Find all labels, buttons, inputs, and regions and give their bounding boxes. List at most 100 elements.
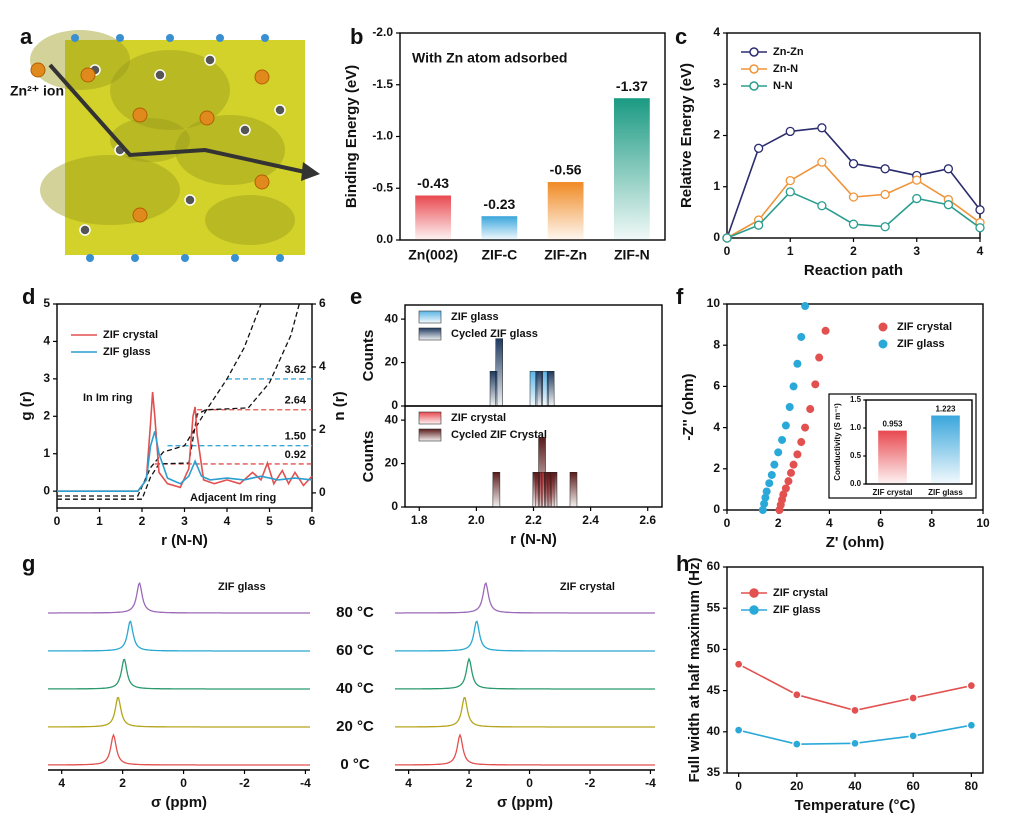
molecule bbox=[204, 54, 216, 66]
point bbox=[943, 200, 954, 210]
isosurface bbox=[175, 115, 285, 185]
y-axis-title: Full width at half maximum (Hz) bbox=[686, 557, 703, 782]
legend-swatch bbox=[418, 327, 442, 341]
point bbox=[785, 175, 795, 186]
value-label: -0.23 bbox=[483, 196, 515, 212]
point bbox=[753, 220, 764, 230]
point bbox=[733, 659, 744, 669]
point bbox=[785, 126, 795, 137]
y-tick-label: 40 bbox=[385, 412, 399, 426]
point bbox=[789, 382, 798, 391]
y-tick-label: 0 bbox=[319, 485, 326, 499]
legend-marker bbox=[749, 64, 759, 74]
point bbox=[787, 468, 795, 477]
point bbox=[722, 233, 732, 243]
x-tick-label: 2 bbox=[850, 244, 857, 258]
y-tick-label: 55 bbox=[707, 600, 721, 614]
series-line bbox=[57, 391, 313, 492]
spectrum bbox=[48, 581, 310, 614]
reference-label: 2.64 bbox=[285, 395, 307, 407]
x-tick-label: 0 bbox=[724, 244, 731, 258]
x-tick-label: 0 bbox=[724, 516, 731, 530]
y-axis-title: n (r) bbox=[331, 391, 348, 420]
legend-marker bbox=[749, 605, 759, 615]
x-tick-label: 6 bbox=[309, 514, 316, 528]
point bbox=[785, 403, 794, 411]
x-tick-label: 4 bbox=[224, 514, 231, 528]
point bbox=[789, 460, 798, 469]
point bbox=[848, 219, 859, 229]
point bbox=[801, 302, 810, 311]
annotation: Adjacent Im ring bbox=[190, 492, 276, 504]
point bbox=[848, 159, 859, 169]
spectrum bbox=[48, 733, 310, 766]
legend-label: ZIF glass bbox=[773, 604, 821, 616]
point bbox=[912, 175, 922, 185]
y-tick-label: 5 bbox=[43, 296, 50, 310]
x-axis-title: Z' (ohm) bbox=[826, 534, 885, 551]
y-tick-label: 3 bbox=[713, 76, 720, 90]
spectrum bbox=[48, 696, 310, 728]
x-axis-title: σ (ppm) bbox=[497, 794, 553, 811]
temperature-label: 60 °C bbox=[336, 642, 374, 659]
x-axis-title: σ (ppm) bbox=[151, 794, 207, 811]
point bbox=[753, 143, 764, 153]
x-tick-label: -2 bbox=[239, 776, 250, 790]
x-tick-label: 4 bbox=[405, 776, 412, 790]
point bbox=[966, 681, 977, 691]
x-tick-label: 8 bbox=[928, 516, 935, 530]
isosurface bbox=[30, 30, 130, 90]
point bbox=[778, 435, 787, 444]
y-tick-label: 1 bbox=[43, 446, 50, 460]
y-tick-label: 6 bbox=[713, 379, 720, 393]
x-tick-label: ZIF-Zn bbox=[544, 247, 587, 263]
y-tick-label: 20 bbox=[385, 456, 399, 470]
bar bbox=[415, 195, 452, 240]
y-tick-label: 6 bbox=[319, 296, 326, 310]
x-tick-label: 4 bbox=[58, 776, 65, 790]
point bbox=[785, 187, 795, 197]
spectrum bbox=[395, 657, 655, 690]
molecule bbox=[79, 224, 91, 236]
x-tick-label: 60 bbox=[907, 779, 921, 793]
legend-label: N-N bbox=[773, 80, 793, 92]
y-tick-label: 1.0 bbox=[850, 423, 862, 432]
point bbox=[765, 479, 774, 488]
legend-swatch bbox=[418, 310, 442, 324]
plot-frame bbox=[865, 399, 973, 485]
x-tick-label: 20 bbox=[790, 779, 804, 793]
y-tick-label: 0 bbox=[391, 398, 398, 412]
point bbox=[774, 448, 783, 457]
y-tick-label: 2 bbox=[319, 422, 326, 436]
y-tick-label: 8 bbox=[713, 337, 720, 351]
point bbox=[792, 739, 802, 749]
point bbox=[821, 326, 830, 335]
legend-label: ZIF crystal bbox=[773, 587, 828, 599]
edge-atom bbox=[231, 254, 239, 262]
y-axis-title: Binding Energy (eV) bbox=[343, 65, 360, 208]
reference-label: 0.92 bbox=[285, 449, 306, 461]
y-tick-label: -1.5 bbox=[372, 77, 393, 91]
x-tick-label: 3 bbox=[913, 244, 920, 258]
point bbox=[797, 438, 806, 447]
y-tick-label: 0 bbox=[713, 502, 720, 516]
y-axis-title: Counts bbox=[360, 330, 377, 382]
y-tick-label: 4 bbox=[713, 420, 720, 434]
zn-ion bbox=[132, 107, 148, 123]
reference-label: 3.62 bbox=[285, 364, 306, 376]
y-tick-label: 0 bbox=[713, 230, 720, 244]
legend-marker bbox=[878, 322, 888, 332]
x-axis-title: Reaction path bbox=[804, 262, 903, 279]
temperature-label: 80 °C bbox=[336, 604, 374, 621]
bar bbox=[613, 98, 650, 240]
x-axis-title: r (N-N) bbox=[510, 531, 557, 548]
panel-letter: c bbox=[675, 24, 687, 49]
point bbox=[817, 157, 827, 167]
zn-ion bbox=[80, 67, 96, 83]
legend-marker bbox=[878, 339, 888, 349]
point bbox=[762, 487, 771, 496]
legend-swatch bbox=[418, 428, 442, 442]
bar bbox=[931, 415, 960, 484]
y-axis-title: Relative Energy (eV) bbox=[678, 63, 695, 208]
point bbox=[975, 223, 985, 233]
